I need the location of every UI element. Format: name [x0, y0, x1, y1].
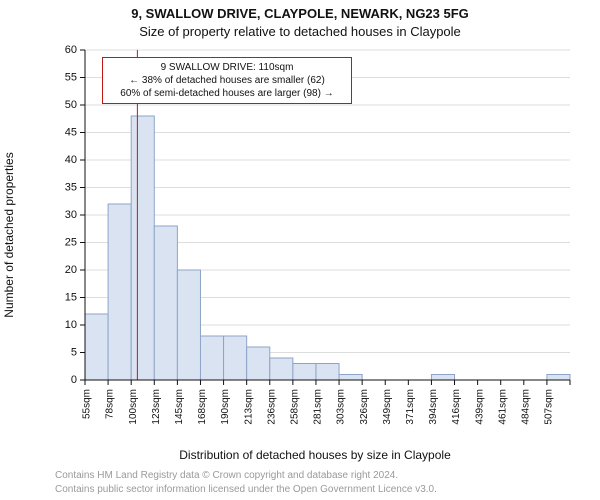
x-axis-label: Distribution of detached houses by size …	[55, 448, 575, 462]
chart-subtitle: Size of property relative to detached ho…	[0, 24, 600, 39]
callout-line-2: ← 38% of detached houses are smaller (62…	[109, 74, 345, 87]
histogram-bar	[247, 347, 270, 380]
histogram-bar	[316, 364, 339, 381]
histogram-bar	[339, 375, 362, 381]
svg-text:281sqm: 281sqm	[313, 389, 324, 425]
histogram-bar	[108, 204, 131, 380]
svg-text:55: 55	[65, 71, 77, 83]
svg-text:60: 60	[65, 45, 77, 56]
svg-text:213sqm: 213sqm	[243, 389, 254, 425]
histogram-bar	[431, 375, 454, 381]
svg-text:394sqm: 394sqm	[428, 389, 439, 425]
svg-text:190sqm: 190sqm	[220, 389, 231, 425]
attribution-line-2: Contains public sector information licen…	[55, 484, 437, 495]
svg-text:236sqm: 236sqm	[266, 389, 277, 425]
y-axis-label: Number of detached properties	[2, 45, 20, 425]
svg-text:123sqm: 123sqm	[151, 389, 162, 425]
svg-text:258sqm: 258sqm	[289, 389, 300, 425]
svg-text:10: 10	[65, 319, 77, 331]
histogram-bar	[177, 270, 200, 380]
svg-text:326sqm: 326sqm	[359, 389, 370, 425]
histogram-bar	[270, 358, 293, 380]
svg-text:461sqm: 461sqm	[497, 389, 508, 425]
chart-root: { "title": { "line1": "9, SWALLOW DRIVE,…	[0, 0, 600, 500]
svg-text:507sqm: 507sqm	[544, 389, 555, 425]
svg-text:484sqm: 484sqm	[520, 389, 531, 425]
svg-text:5: 5	[71, 346, 77, 358]
svg-text:55sqm: 55sqm	[82, 389, 93, 419]
svg-text:100sqm: 100sqm	[128, 389, 139, 425]
histogram-bar	[547, 375, 570, 381]
histogram-bar	[293, 364, 316, 381]
svg-text:50: 50	[65, 99, 77, 111]
svg-text:0: 0	[71, 374, 77, 386]
svg-text:20: 20	[65, 264, 77, 276]
svg-text:40: 40	[65, 154, 77, 166]
svg-text:439sqm: 439sqm	[474, 389, 485, 425]
histogram-bar	[131, 116, 154, 380]
svg-text:78sqm: 78sqm	[105, 389, 116, 419]
svg-text:35: 35	[65, 181, 77, 193]
histogram-bar	[224, 336, 247, 380]
svg-text:303sqm: 303sqm	[336, 389, 347, 425]
callout-line-1: 9 SWALLOW DRIVE: 110sqm	[109, 61, 345, 74]
reference-callout-box: 9 SWALLOW DRIVE: 110sqm ← 38% of detache…	[102, 57, 352, 104]
svg-text:416sqm: 416sqm	[451, 389, 462, 425]
svg-text:30: 30	[65, 209, 77, 221]
callout-line-3: 60% of semi-detached houses are larger (…	[109, 87, 345, 100]
histogram-bar	[154, 226, 177, 380]
svg-text:349sqm: 349sqm	[382, 389, 393, 425]
svg-text:371sqm: 371sqm	[405, 389, 416, 425]
svg-text:168sqm: 168sqm	[197, 389, 208, 425]
svg-text:145sqm: 145sqm	[174, 389, 185, 425]
histogram-bar	[85, 314, 108, 380]
svg-text:45: 45	[65, 126, 77, 138]
svg-text:25: 25	[65, 236, 77, 248]
chart-title-address: 9, SWALLOW DRIVE, CLAYPOLE, NEWARK, NG23…	[0, 6, 600, 21]
histogram-bar	[200, 336, 223, 380]
svg-text:15: 15	[65, 291, 77, 303]
attribution-line-1: Contains HM Land Registry data © Crown c…	[55, 470, 398, 481]
